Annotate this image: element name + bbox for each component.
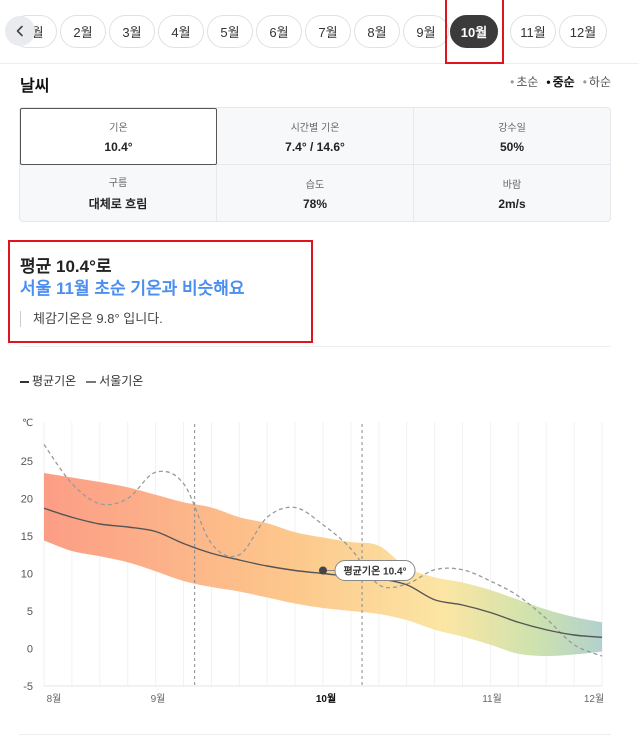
stat-value: 78% (302, 196, 328, 211)
stat-value: 10.4° (104, 140, 133, 154)
period-tab-3[interactable]: • 하순 (582, 75, 611, 89)
legend-seoul: 서울기온 (86, 372, 143, 389)
month-tab-9[interactable]: 9월 (403, 15, 449, 48)
summary-average: 평균 10.4°로 (20, 257, 112, 276)
y-tick-label: 25 (21, 456, 33, 468)
stat-label: 바람 (502, 179, 522, 191)
stat-label: 습도 (305, 179, 325, 191)
month-tab-5[interactable]: 5월 (207, 15, 253, 48)
month-tab-12[interactable]: 12월 (559, 15, 607, 48)
back-arrow-button[interactable] (5, 16, 35, 46)
stat-cell-2[interactable]: 시간별 기온 7.4° / 14.6° (217, 108, 414, 165)
month-tab-8[interactable]: 8월 (354, 15, 400, 48)
y-tick-label: 0 (27, 644, 33, 656)
temperature-chart: ℃ 25 20 15 10 5 0 -5 평균기온 10.4° 8월 9월 10월 11월 12월 (21, 418, 604, 705)
bottom-divider (19, 734, 611, 735)
y-tick-label: -5 (23, 681, 33, 693)
period-tabs: • 초순 • 중순 • 하순 (510, 73, 611, 90)
month-tab-11[interactable]: 11월 (510, 15, 556, 48)
month-tab-7[interactable]: 7월 (305, 15, 351, 48)
x-tick-label: 9월 (151, 693, 166, 705)
annotation-bubble (334, 560, 416, 581)
legend-avg: 평균기온 (20, 372, 76, 389)
stat-value: 7.4° / 14.6° (285, 139, 345, 154)
stat-label: 시간별 기온 (290, 122, 340, 134)
y-tick-label: 5 (27, 606, 33, 618)
stat-label: 구름 (108, 178, 128, 189)
summary-comparison: 서울 11월 초순 기온과 비슷해요 (20, 279, 245, 298)
month-tab-10[interactable]: 10월 (450, 15, 498, 48)
period-tab-2[interactable]: • 중순 (546, 75, 575, 89)
stat-value: 50% (499, 139, 525, 154)
stat-label: 강수일 (498, 122, 526, 134)
stat-value: 대체로 흐림 (88, 197, 148, 211)
summary-feels-like: 체감기온은 9.8° 입니다. (20, 311, 163, 327)
average-temperature-point (319, 566, 327, 575)
x-tick-label: 10월 (316, 693, 336, 705)
y-tick-label: 10 (21, 569, 33, 581)
stat-cell-1[interactable]: 기온 10.4° (20, 108, 217, 165)
chevron-left-icon (16, 25, 23, 37)
month-tab-2[interactable]: 2월 (60, 15, 106, 48)
y-axis-unit: ℃ (22, 418, 33, 429)
stat-value: 2m/s (498, 196, 526, 211)
month-tab-3[interactable]: 3월 (109, 15, 155, 48)
stat-cell-5[interactable]: 습도 78% (217, 165, 414, 221)
weather-section-title: 날씨 (20, 78, 50, 95)
y-tick-label: 15 (21, 531, 33, 543)
stat-cell-3[interactable]: 강수일 50% (414, 108, 610, 165)
x-tick-label: 12월 (584, 693, 604, 705)
stat-cell-6[interactable]: 바람 2m/s (414, 165, 610, 221)
month-tab-4[interactable]: 4월 (158, 15, 204, 48)
x-tick-label: 11월 (482, 693, 502, 705)
seoul-temperature-line (43, 444, 603, 657)
temperature-range-band (44, 473, 602, 657)
annotation-label: 평균기온 10.4° (343, 565, 406, 578)
chart-legend: 평균기온 서울기온 (20, 372, 143, 389)
month-tab-6[interactable]: 6월 (256, 15, 302, 48)
weather-stats-grid: 기온 10.4° 시간별 기온 7.4° / 14.6° 강수일 50% 구름 대체로 흐림 습… (19, 107, 611, 222)
stat-label: 기온 (109, 123, 128, 134)
x-tick-label: 8월 (47, 693, 62, 705)
section-divider (19, 346, 611, 347)
y-tick-label: 20 (21, 494, 33, 506)
period-tab-1[interactable]: • 초순 (510, 75, 539, 89)
month-tab-bar: 8월2월3월4월5월6월7월8월9월10월11월12월 (0, 0, 639, 64)
